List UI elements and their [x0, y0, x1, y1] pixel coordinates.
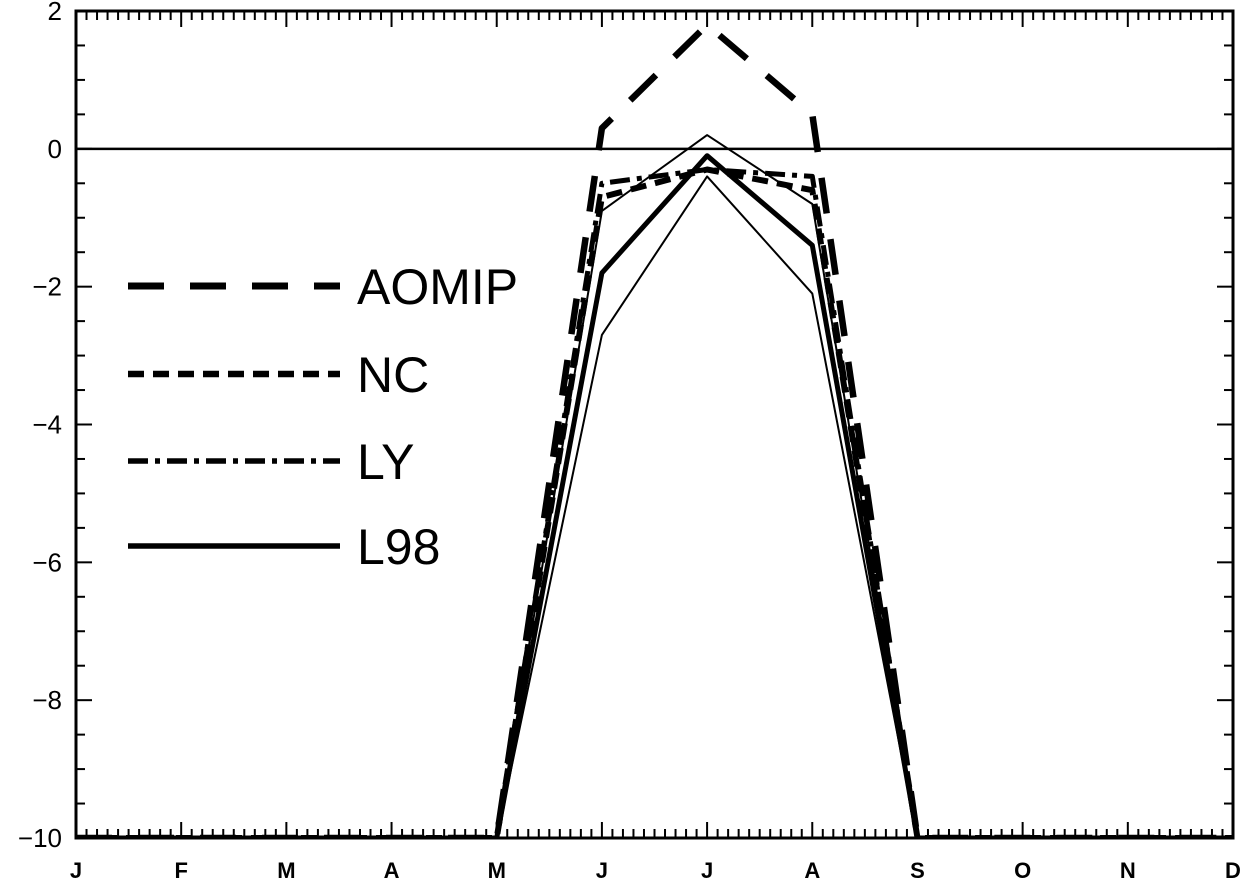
y-tick-label: −2: [32, 272, 62, 302]
y-tick-labels: 2 0 −2 −4 −6 −8 −10: [18, 0, 62, 853]
series-line-unlabeled-5: [76, 175, 1233, 838]
x-tick-label: M: [277, 858, 295, 883]
y-tick-label: −8: [32, 685, 62, 715]
series-layer: [76, 21, 1233, 838]
x-tick-label: A: [384, 858, 400, 883]
legend-label-ly: LY: [357, 434, 414, 490]
x-tick-label: D: [1225, 858, 1241, 883]
x-tick-label: O: [1014, 858, 1031, 883]
axis-ticks: [75, 10, 1234, 839]
series-line-ly: [76, 167, 1233, 838]
series-line-l98: [76, 153, 1233, 838]
y-tick-label: −6: [32, 547, 62, 577]
legend-label-nc: NC: [357, 347, 429, 403]
plot-frame: [74, 9, 1235, 840]
legend: AOMIP NC LY L98: [128, 259, 518, 575]
legend-label-l98: L98: [357, 519, 440, 575]
x-tick-label: J: [596, 858, 608, 883]
x-tick-label: M: [488, 858, 506, 883]
y-tick-label: −10: [18, 823, 62, 853]
x-tick-label: A: [804, 858, 820, 883]
y-tick-label: 0: [48, 134, 62, 164]
series-line-unlabeled-4: [76, 134, 1233, 838]
x-tick-label: S: [910, 858, 925, 883]
y-tick-label: 2: [48, 0, 62, 26]
legend-label-aomip: AOMIP: [357, 259, 518, 315]
x-tick-label: F: [174, 858, 187, 883]
x-tick-label: J: [70, 858, 82, 883]
y-tick-label: −4: [32, 410, 62, 440]
x-tick-label: N: [1120, 858, 1136, 883]
series-line-nc: [76, 166, 1233, 838]
series-line-aomip: [76, 21, 1233, 838]
x-tick-label: J: [701, 858, 713, 883]
